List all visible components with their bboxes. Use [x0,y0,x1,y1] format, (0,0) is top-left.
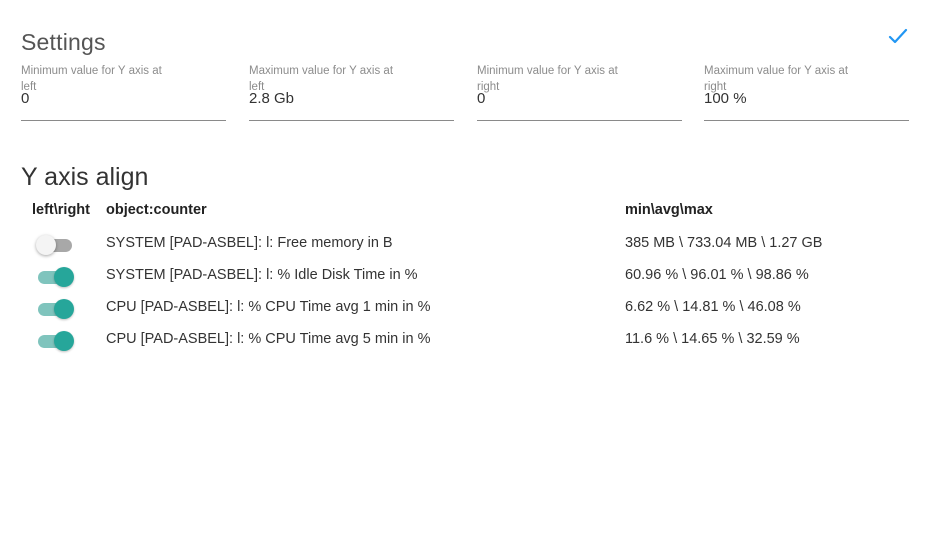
y-axis-left-max-field: Maximum value for Y axis at left [249,63,454,121]
column-header-side: left\right [32,202,90,218]
toggle-thumb [54,331,74,351]
counter-stats: 11.6 % \ 14.65 % \ 32.59 % [625,331,800,347]
axis-side-toggle[interactable] [36,235,74,255]
column-header-counter: object:counter [106,202,207,218]
toggle-thumb [54,299,74,319]
y-axis-left-max-input[interactable] [249,87,449,109]
counter-stats: 6.62 % \ 14.81 % \ 46.08 % [625,299,801,315]
toggle-thumb [36,235,56,255]
counter-stats: 385 MB \ 733.04 MB \ 1.27 GB [625,235,823,251]
counter-name: SYSTEM [PAD-ASBEL]: l: % Idle Disk Time … [106,267,418,283]
counter-stats: 60.96 % \ 96.01 % \ 98.86 % [625,267,809,283]
confirm-button[interactable] [885,24,911,48]
y-axis-right-max-field: Maximum value for Y axis at right [704,63,909,121]
checkmark-icon [888,28,908,44]
toggle-thumb [54,267,74,287]
counter-name: CPU [PAD-ASBEL]: l: % CPU Time avg 5 min… [106,331,431,347]
counter-name: CPU [PAD-ASBEL]: l: % CPU Time avg 1 min… [106,299,431,315]
axis-side-toggle[interactable] [36,267,74,287]
page-title: Settings [21,29,106,55]
list-item: CPU [PAD-ASBEL]: l: % CPU Time avg 1 min… [0,290,932,322]
y-axis-right-min-input[interactable] [477,87,677,109]
axis-side-toggle[interactable] [36,299,74,319]
y-axis-range-fields: Minimum value for Y axis at left Maximum… [21,63,911,121]
y-axis-left-min-field: Minimum value for Y axis at left [21,63,226,121]
section-title: Y axis align [21,163,149,191]
counter-name: SYSTEM [PAD-ASBEL]: l: Free memory in B [106,235,393,251]
axis-side-toggle[interactable] [36,331,74,351]
y-axis-left-min-input[interactable] [21,87,221,109]
y-axis-right-max-input[interactable] [704,87,904,109]
column-header-stats: min\avg\max [625,202,713,218]
list-item: SYSTEM [PAD-ASBEL]: l: Free memory in B … [0,226,932,258]
list-item: SYSTEM [PAD-ASBEL]: l: % Idle Disk Time … [0,258,932,290]
y-axis-right-min-field: Minimum value for Y axis at right [477,63,682,121]
list-item: CPU [PAD-ASBEL]: l: % CPU Time avg 5 min… [0,322,932,354]
